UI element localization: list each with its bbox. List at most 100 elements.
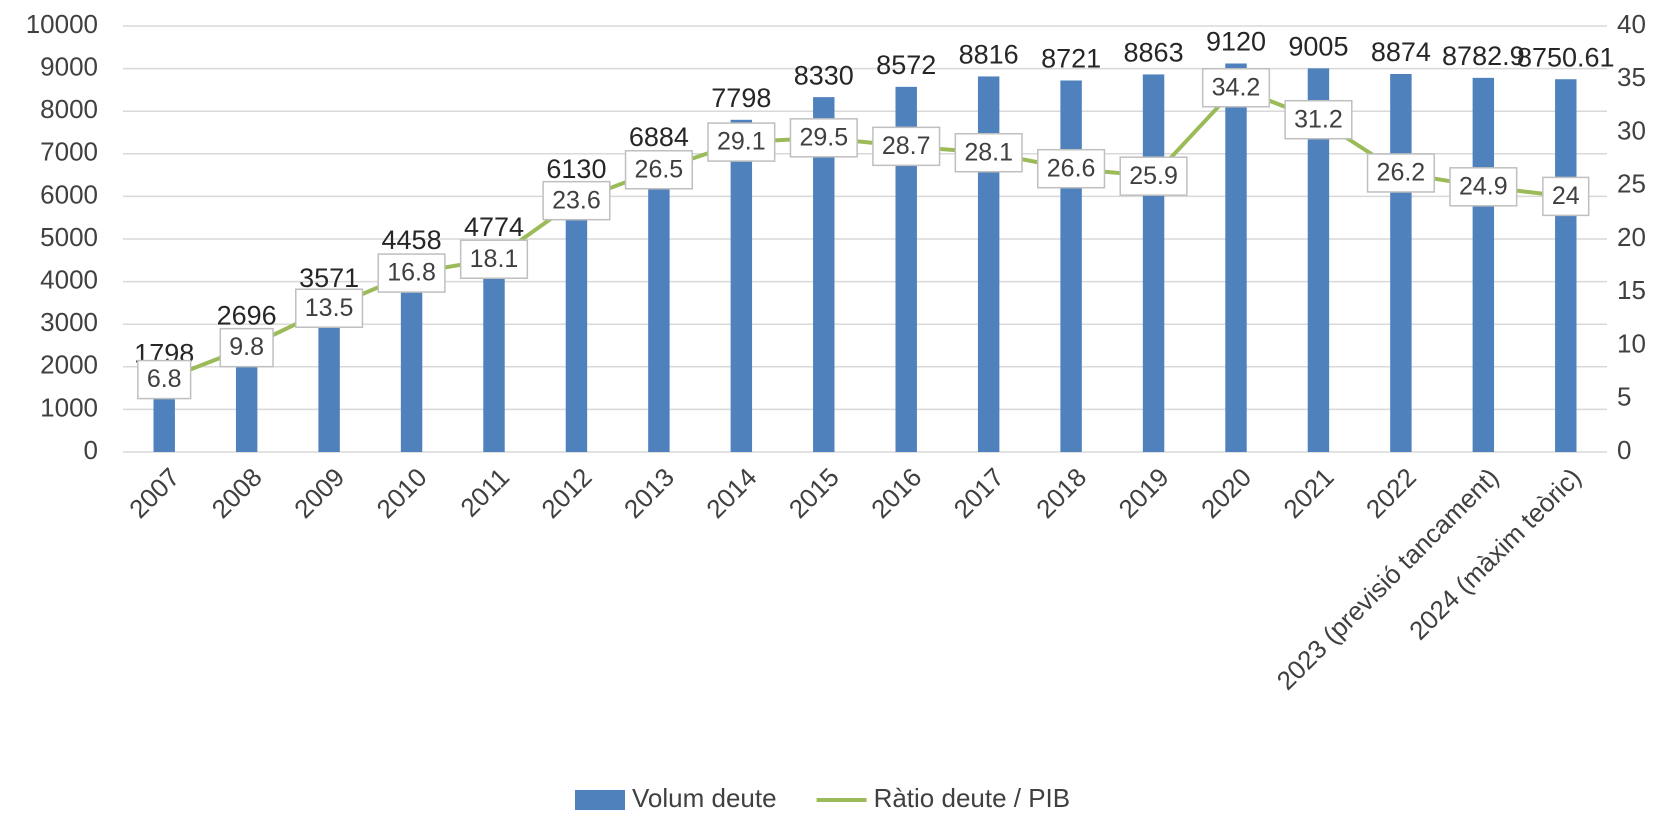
line-value-text: 26.6 (1047, 154, 1096, 182)
line-value-text: 29.5 (799, 123, 848, 151)
bar-value-label: 2696 (217, 300, 277, 330)
bar-value-label: 8750.61 (1517, 42, 1615, 72)
label-box (1449, 167, 1518, 207)
bar-value-label: 6884 (629, 122, 689, 152)
line-value-label: 6.8 (137, 359, 192, 400)
bar-value-label: 3571 (299, 263, 359, 293)
line-value-label: 29.5 (789, 118, 858, 158)
label-box (707, 122, 776, 162)
label-box (872, 126, 941, 167)
bar (1142, 74, 1165, 452)
bar-value-label: 8330 (794, 60, 854, 90)
label-box (1201, 68, 1271, 108)
line-value-label: 34.2 (1201, 68, 1271, 108)
x-tick-label: 2015 (783, 462, 845, 524)
line-value-label: 24.9 (1449, 167, 1518, 207)
legend-swatch (575, 790, 625, 810)
bar (813, 97, 835, 452)
y-tick-label: 10000 (26, 9, 98, 39)
line-value-label: 31.2 (1284, 99, 1353, 140)
x-tick-label: 2009 (288, 462, 350, 524)
label-box (1542, 176, 1590, 217)
bar-value-label: 4458 (382, 225, 442, 255)
line-value-text: 24.9 (1459, 172, 1508, 200)
legend-label: Ràtio deute / PIB (874, 783, 1071, 813)
line-value-text: 6.8 (147, 365, 182, 393)
line-value-text: 31.2 (1294, 105, 1343, 133)
bar-value-label: 9005 (1288, 32, 1348, 62)
bar (483, 248, 505, 452)
x-tick-label: 2016 (865, 462, 927, 524)
label-box (219, 327, 274, 368)
label-box (789, 118, 858, 158)
bar (400, 262, 423, 452)
line-value-label: 29.1 (707, 122, 776, 162)
x-tick-label: 2021 (1277, 462, 1339, 524)
line (163, 85, 1567, 382)
bar (895, 86, 917, 453)
bar (1225, 63, 1247, 452)
y-tick-label: 4000 (40, 264, 98, 294)
label-box (1366, 153, 1435, 193)
label-box (1119, 156, 1188, 196)
line-value-label: 25.9 (1119, 156, 1188, 196)
line-value-label: 9.8 (219, 327, 274, 368)
bar (1060, 80, 1082, 452)
line-value-text: 34.2 (1212, 73, 1261, 101)
line-value-label: 24 (1542, 176, 1590, 217)
y2-tick-label: 25 (1617, 169, 1646, 199)
y2-tick-label: 15 (1617, 275, 1646, 305)
bar (1472, 77, 1495, 453)
line-value-text: 9.8 (229, 333, 264, 361)
y-tick-label: 8000 (40, 94, 98, 124)
x-tick-label: 2017 (948, 462, 1010, 524)
y-tick-label: 2000 (40, 350, 98, 380)
line-value-text: 24 (1552, 182, 1580, 210)
bar-value-label: 9120 (1206, 27, 1266, 57)
x-tick-label: 2012 (535, 462, 597, 524)
line-value-text: 28.1 (964, 138, 1013, 166)
label-box (295, 288, 364, 328)
label-box (1037, 148, 1106, 189)
bar-value-label: 4774 (464, 212, 524, 242)
label-box (542, 180, 611, 221)
y-tick-label: 0 (84, 435, 98, 465)
line-value-label: 13.5 (295, 288, 364, 328)
line-value-text: 29.1 (717, 128, 766, 156)
y2-tick-label: 5 (1617, 382, 1631, 412)
y2-tick-label: 40 (1617, 9, 1646, 39)
x-tick-label: 2019 (1113, 462, 1175, 524)
legend-label: Volum deute (632, 783, 777, 813)
label-box (1284, 99, 1353, 140)
x-tick-label: 2020 (1195, 462, 1257, 524)
x-tick-label: 2014 (700, 462, 762, 524)
y-tick-label: 6000 (40, 179, 98, 209)
line-value-text: 23.6 (552, 186, 601, 214)
line-value-label: 28.7 (872, 126, 941, 167)
y-tick-label: 7000 (40, 137, 98, 167)
line-value-text: 26.2 (1377, 159, 1426, 187)
x-tick-label: 2018 (1030, 462, 1092, 524)
bar-value-label: 8874 (1371, 37, 1431, 67)
x-tick-label: 2010 (371, 462, 433, 524)
line-value-text: 26.5 (635, 155, 684, 183)
bar-value-label: 8572 (876, 50, 936, 80)
bar (977, 76, 1000, 452)
bar (318, 299, 340, 452)
y-tick-label: 3000 (40, 307, 98, 337)
y-tick-label: 5000 (40, 222, 98, 252)
line-value-label: 16.8 (377, 253, 446, 293)
line-value-label: 28.1 (954, 132, 1023, 173)
bar-value-label: 7798 (711, 83, 771, 113)
bar-value-label: 8863 (1124, 38, 1184, 68)
line-value-label: 26.6 (1037, 148, 1106, 189)
y2-tick-label: 20 (1617, 222, 1646, 252)
label-box (954, 132, 1023, 173)
bar-value-label: 6130 (546, 154, 606, 184)
x-tick-label: 2011 (454, 462, 515, 523)
bar-value-label: 8721 (1041, 44, 1101, 74)
line-value-text: 16.8 (387, 259, 436, 287)
line-value-text: 28.7 (882, 132, 931, 160)
y2-tick-label: 35 (1617, 62, 1646, 92)
bar-value-label: 8816 (959, 40, 1019, 70)
